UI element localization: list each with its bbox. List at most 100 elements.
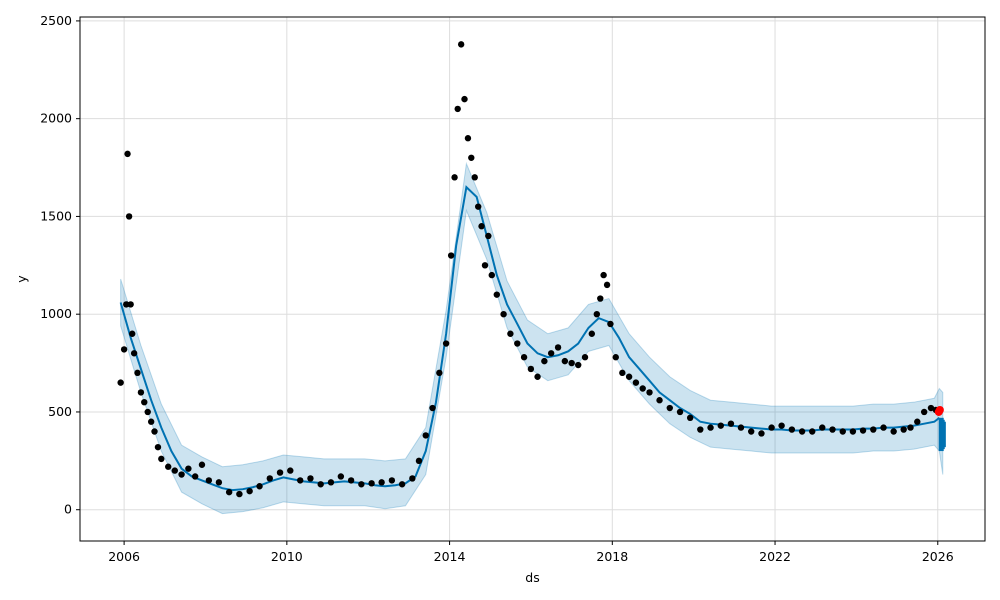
observed-point [429,404,436,412]
observed-point [409,475,416,482]
x-tick-label: 2010 [271,549,303,564]
observed-point [619,369,626,377]
observed-point [581,354,589,361]
observed-point [461,95,468,103]
observed-point [593,310,601,318]
observed-point [588,330,596,337]
observed-point [697,426,704,433]
observed-point [317,481,324,488]
observed-point [378,479,385,486]
observed-point [758,430,765,437]
observed-point [236,490,243,498]
observed-point [778,422,785,429]
y-tick-label: 500 [48,404,72,419]
observed-point [327,479,335,486]
observed-point [493,291,501,298]
observed-point [307,475,314,482]
observed-point [165,463,172,470]
observed-point [297,477,304,484]
observed-point [287,467,294,474]
observed-point [849,428,857,435]
observed-point [607,320,614,328]
observed-point [541,357,548,365]
observed-point [436,369,443,377]
observed-point [481,262,489,269]
observed-point [368,480,375,487]
observed-point [920,408,928,416]
observed-point [246,487,253,495]
y-tick-label: 1000 [40,306,72,321]
x-tick-label: 2022 [759,549,791,564]
observed-point [191,473,199,480]
observed-point [388,477,396,484]
x-tick-label: 2014 [434,549,466,564]
observed-point [141,398,148,406]
observed-point [225,488,233,496]
observed-point [125,213,133,220]
x-axis-ticks: 2006 2010 2014 2018 2022 2026 [108,541,954,564]
future-forecast-column [940,421,946,448]
x-axis-label: ds [525,570,539,585]
observed-point [514,340,521,347]
observed-point [534,373,541,380]
y-axis-ticks: 0 500 1000 1500 2000 2500 [40,13,80,517]
observed-point [727,420,735,427]
observed-point [520,354,528,361]
x-tick-label: 2026 [922,549,954,564]
observed-point [907,424,914,431]
observed-point [151,428,158,435]
observed-point [507,330,514,337]
observed-point [185,465,192,472]
observed-point [451,174,458,181]
observed-point [147,418,155,425]
observed-point [737,424,745,431]
observed-point [568,359,575,367]
observed-point [809,428,816,435]
observed-point [447,252,455,259]
observed-point [500,310,507,318]
observed-point [171,467,178,474]
observed-point [478,223,485,230]
observed-point [597,295,604,302]
observed-point [215,479,223,486]
observed-point [144,408,151,416]
plot-frame [79,16,986,542]
observed-point [123,301,130,308]
y-tick-label: 2500 [40,13,72,28]
observed-point [205,477,213,484]
grid-lines [80,17,985,541]
observed-point [561,357,569,365]
observed-point [415,457,423,465]
observed-point [768,424,775,431]
observed-point [178,471,185,478]
observed-point [748,428,755,435]
observed-point [575,361,582,369]
observed-point [554,344,562,351]
observed-point [337,473,345,480]
observed-point [646,389,653,396]
observed-points [117,41,940,498]
observed-point [129,330,136,337]
observed-point [442,340,450,347]
observed-point [880,424,887,431]
y-tick-label: 1500 [40,208,72,223]
observed-point [398,481,406,488]
observed-point [666,404,673,412]
observed-point [488,271,495,279]
observed-point [358,481,365,488]
observed-point [798,428,806,435]
observed-point [927,404,935,412]
observed-point [127,301,134,308]
observed-point [276,469,284,476]
observed-point [464,135,472,142]
observed-point [457,41,465,48]
x-tick-label: 2006 [108,549,140,564]
observed-point [829,426,836,433]
observed-point [117,379,124,386]
observed-point [158,455,165,463]
observed-point [676,408,684,416]
observed-point [137,389,145,396]
observed-point [130,350,138,357]
observed-point [625,373,633,380]
observed-point [686,414,694,422]
